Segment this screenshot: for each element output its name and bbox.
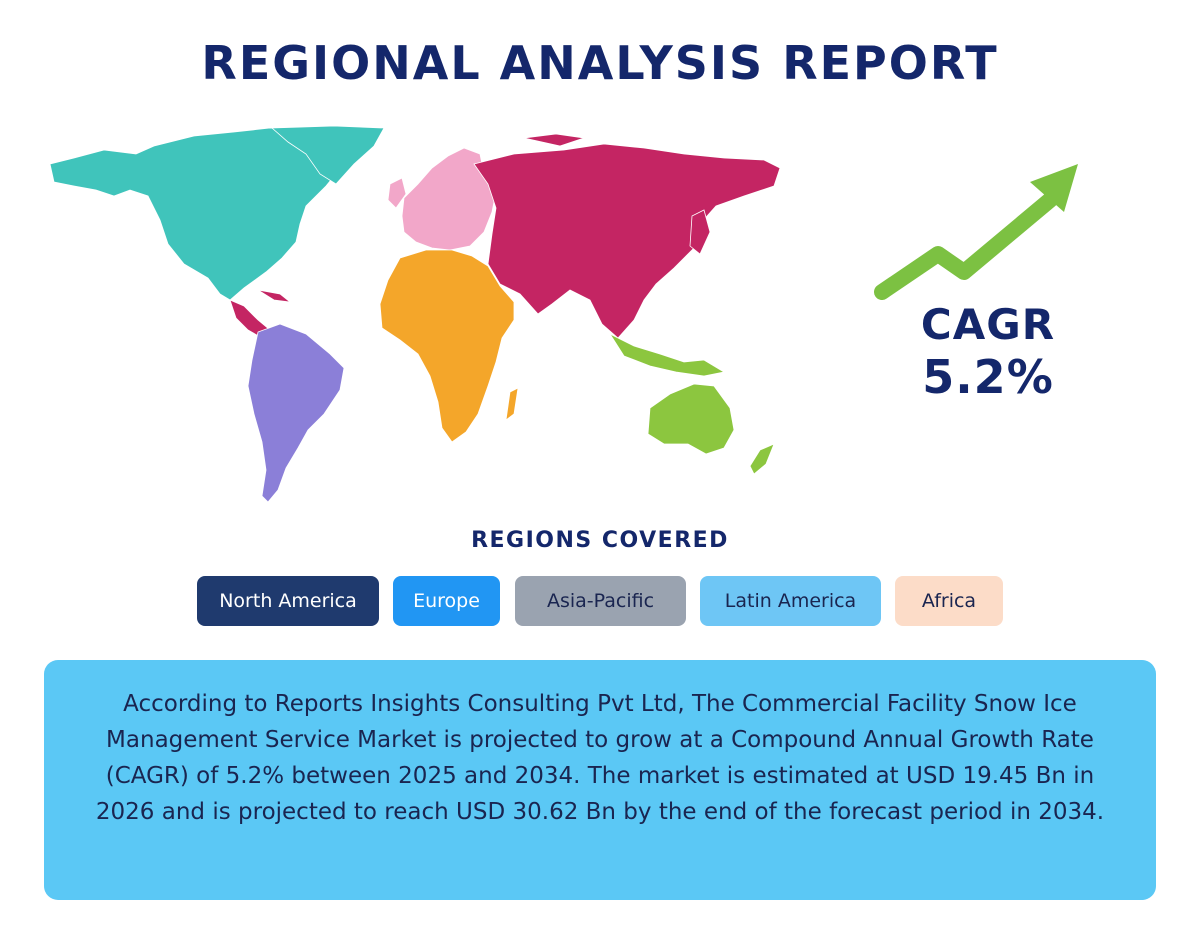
page-title: REGIONAL ANALYSIS REPORT xyxy=(201,36,999,90)
summary-text: According to Reports Insights Consulting… xyxy=(95,691,1105,825)
map-greenland xyxy=(270,125,385,185)
map-europe xyxy=(401,147,497,251)
map-arctic-islands xyxy=(523,133,585,147)
map-madagascar xyxy=(505,387,519,421)
regions-heading: REGIONS COVERED xyxy=(471,528,729,553)
map-south-america xyxy=(247,323,345,503)
summary-box: According to Reports Insights Consulting… xyxy=(44,660,1156,900)
cagr-value: 5.2% xyxy=(922,350,1054,404)
growth-arrow-icon xyxy=(874,164,1078,300)
region-pill-africa: Africa xyxy=(895,576,1003,626)
cagr-block: CAGR 5.2% xyxy=(870,160,1100,410)
cagr-label: CAGR xyxy=(920,300,1056,349)
region-pill-latin-america: Latin America xyxy=(700,576,881,626)
map-uk xyxy=(387,177,407,209)
region-pill-north-america: North America xyxy=(197,576,379,626)
world-map xyxy=(49,125,781,503)
map-caribbean xyxy=(257,289,292,303)
region-pill-europe: Europe xyxy=(393,576,500,626)
map-australia xyxy=(647,383,735,455)
map-africa xyxy=(379,249,515,443)
map-asia xyxy=(473,143,781,339)
map-north-america xyxy=(49,127,365,301)
map-new-zealand xyxy=(749,443,775,475)
map-japan xyxy=(689,209,711,255)
map-se-asia-islands xyxy=(608,332,726,377)
region-pill-asia-pacific: Asia-Pacific xyxy=(515,576,686,626)
